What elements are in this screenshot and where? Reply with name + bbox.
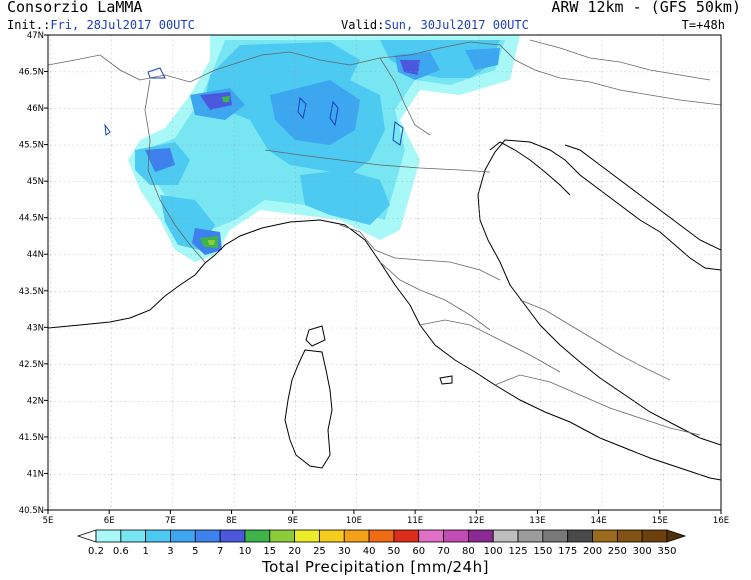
lon-tick-label: 5E (43, 516, 54, 526)
valid-label: Valid: (341, 18, 385, 32)
lon-tick-label: 11E (407, 516, 423, 526)
lon-tick-label: 12E (468, 516, 484, 526)
lat-tick-label: 46.5N (19, 68, 44, 78)
lat-tick-label: 41N (27, 469, 44, 479)
colorbar-swatch (95, 529, 122, 543)
init-label: Init.: (7, 18, 51, 32)
colorbar-swatch (467, 529, 494, 543)
colorbar-level-label: 0.2 (88, 546, 104, 557)
colorbar-swatch (120, 529, 147, 543)
lon-tick-label: 10E (346, 516, 362, 526)
colorbar-swatch (443, 529, 469, 543)
lat-tick-label: 44N (27, 250, 44, 260)
model-title: ARW 12km - (GFS 50km) (551, 0, 741, 16)
lat-tick-label: 46N (27, 104, 44, 114)
lon-tick-label: 13E (529, 516, 545, 526)
valid-value: Sun, 30Jul2017 00UTC (384, 18, 529, 32)
lon-tick-label: 9E (287, 516, 298, 526)
colorbar-level-label: 30 (338, 546, 351, 557)
lat-tick-label: 42N (27, 396, 44, 406)
lon-tick-label: 15E (652, 516, 668, 526)
colorbar-level-label: 15 (263, 546, 276, 557)
colorbar-swatch (393, 529, 420, 543)
lon-tick-label: 8E (226, 516, 237, 526)
init-time: Init.:Fri, 28Jul2017 00UTC (7, 19, 195, 31)
colorbar-level-label: 150 (533, 546, 552, 557)
colorbar-low-triangle (76, 529, 97, 543)
colorbar-level-label: 20 (288, 546, 301, 557)
colorbar-level-label: 250 (608, 546, 627, 557)
init-value: Fri, 28Jul2017 00UTC (50, 18, 195, 32)
colorbar-level-label: 70 (437, 546, 450, 557)
map-area (48, 35, 721, 510)
colorbar-level-label: 200 (583, 546, 602, 557)
colorbar-level-label: 50 (388, 546, 401, 557)
colorbar-level-label: 1 (142, 546, 148, 557)
colorbar-swatch (319, 529, 345, 543)
lon-tick-label: 16E (713, 516, 729, 526)
colorbar-high-triangle (666, 529, 687, 543)
colorbar-swatch (517, 529, 544, 543)
colorbar: 0.2 0.6 1 3 5 7 10 15 20 25 30 40 50 60 70 80 100 125 150 1… (76, 529, 687, 557)
colorbar-swatch (219, 529, 246, 543)
colorbar-level-label: 125 (508, 546, 527, 557)
colorbar-title: Total Precipitation [mm/24h] (262, 558, 489, 576)
lat-tick-label: 47N (27, 31, 44, 41)
lon-tick-label: 6E (104, 516, 115, 526)
colorbar-level-label: 5 (192, 546, 198, 557)
lat-tick-label: 43N (27, 323, 44, 333)
colorbar-level-label: 25 (313, 546, 326, 557)
colorbar-swatch (641, 529, 668, 543)
latitude-ticks: 47N 46.5N 46N 45.5N 45N 44.5N 44N 43.5N 43N 42.5N… (19, 31, 48, 516)
colorbar-level-label: 300 (633, 546, 652, 557)
colorbar-level-label: 40 (363, 546, 376, 557)
lat-tick-label: 43.5N (19, 287, 44, 297)
forecast-step: T=+48h (681, 18, 725, 32)
lat-tick-label: 45N (27, 177, 44, 187)
colorbar-swatch (368, 529, 395, 543)
colorbar-level-label: 60 (412, 546, 425, 557)
colorbar-level-label: 80 (462, 546, 475, 557)
colorbar-swatch (418, 529, 444, 543)
map-frame (47, 34, 722, 511)
colorbar-swatch (244, 529, 271, 543)
colorbar-swatch (170, 529, 196, 543)
colorbar-level-label: 7 (217, 546, 223, 557)
colorbar-level-label: 100 (484, 546, 503, 557)
colorbar-swatch (269, 529, 296, 543)
lat-tick-label: 42.5N (19, 360, 44, 370)
colorbar-swatch (592, 529, 618, 543)
colorbar-swatch (542, 529, 569, 543)
lon-tick-label: 7E (165, 516, 176, 526)
lon-tick-label: 14E (591, 516, 607, 526)
lat-tick-label: 44.5N (19, 214, 44, 224)
longitude-ticks: 5E 6E 7E 8E 9E 10E 11E 12E 13E 14E 15E 16E (43, 510, 729, 526)
colorbar-swatch (492, 529, 519, 543)
valid-time: Valid:Sun, 30Jul2017 00UTC (341, 19, 529, 31)
lat-tick-label: 41.5N (19, 433, 44, 443)
colorbar-swatch (567, 529, 593, 543)
colorbar-level-label: 10 (239, 546, 252, 557)
colorbar-level-label: 0.6 (113, 546, 129, 557)
colorbar-level-label: 175 (558, 546, 577, 557)
colorbar-swatch (343, 529, 370, 543)
org-title: Consorzio LaMMA (7, 0, 143, 16)
lat-tick-label: 40.5N (19, 506, 44, 516)
colorbar-swatch (294, 529, 320, 543)
colorbar-level-label: 350 (657, 546, 676, 557)
lat-tick-label: 45.5N (19, 141, 44, 151)
colorbar-swatch (145, 529, 171, 543)
colorbar-level-label: 3 (167, 546, 173, 557)
colorbar-swatch (616, 529, 643, 543)
colorbar-swatch (194, 529, 221, 543)
